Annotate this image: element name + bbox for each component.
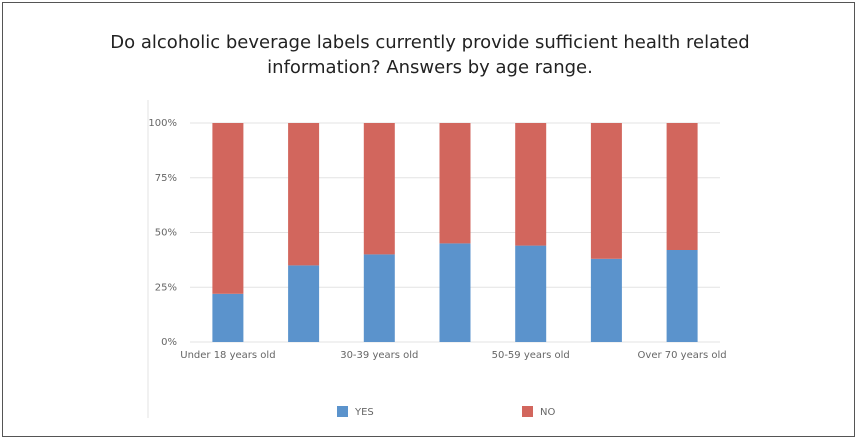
legend: YES NO (337, 406, 555, 418)
y-tick-label: 25% (155, 282, 177, 293)
bar-yes-0 (212, 293, 244, 342)
legend-label-yes: YES (354, 407, 374, 418)
x-tick-label: Over 70 years old (638, 350, 727, 361)
bar-no-1 (288, 123, 320, 266)
bar-no-3 (439, 123, 471, 244)
bar-no-6 (666, 123, 698, 250)
bar-yes-2 (363, 254, 395, 342)
bar-no-2 (363, 123, 395, 255)
bar-no-5 (590, 123, 622, 259)
chart-title-line-2: information? Answers by age range. (267, 57, 593, 78)
legend-label-no: NO (540, 407, 555, 418)
x-axis-ticks: Under 18 years old 30-39 years old 50-59 y… (180, 350, 726, 361)
y-tick-label: 0% (161, 337, 177, 348)
slide-frame (2, 2, 855, 437)
x-tick-label: Under 18 years old (180, 350, 275, 361)
bar-no-4 (515, 123, 547, 246)
bars (212, 123, 698, 342)
bar-yes-1 (288, 265, 320, 342)
y-tick-label: 100% (148, 118, 177, 129)
y-tick-label: 50% (155, 228, 177, 239)
legend-swatch-no (522, 406, 533, 417)
bar-yes-6 (666, 250, 698, 342)
bar-yes-3 (439, 243, 471, 342)
bar-yes-4 (515, 245, 547, 342)
y-tick-label: 75% (155, 173, 177, 184)
legend-swatch-yes (337, 406, 348, 417)
x-tick-label: 50-59 years old (492, 350, 570, 361)
chart-title-line-1: Do alcoholic beverage labels currently p… (110, 32, 750, 53)
bar-no-0 (212, 123, 244, 294)
chart-title: Do alcoholic beverage labels currently p… (20, 30, 840, 80)
x-tick-label: 30-39 years old (340, 350, 418, 361)
bar-yes-5 (590, 258, 622, 342)
y-axis-ticks: 0% 25% 50% 75% 100% (148, 118, 177, 348)
